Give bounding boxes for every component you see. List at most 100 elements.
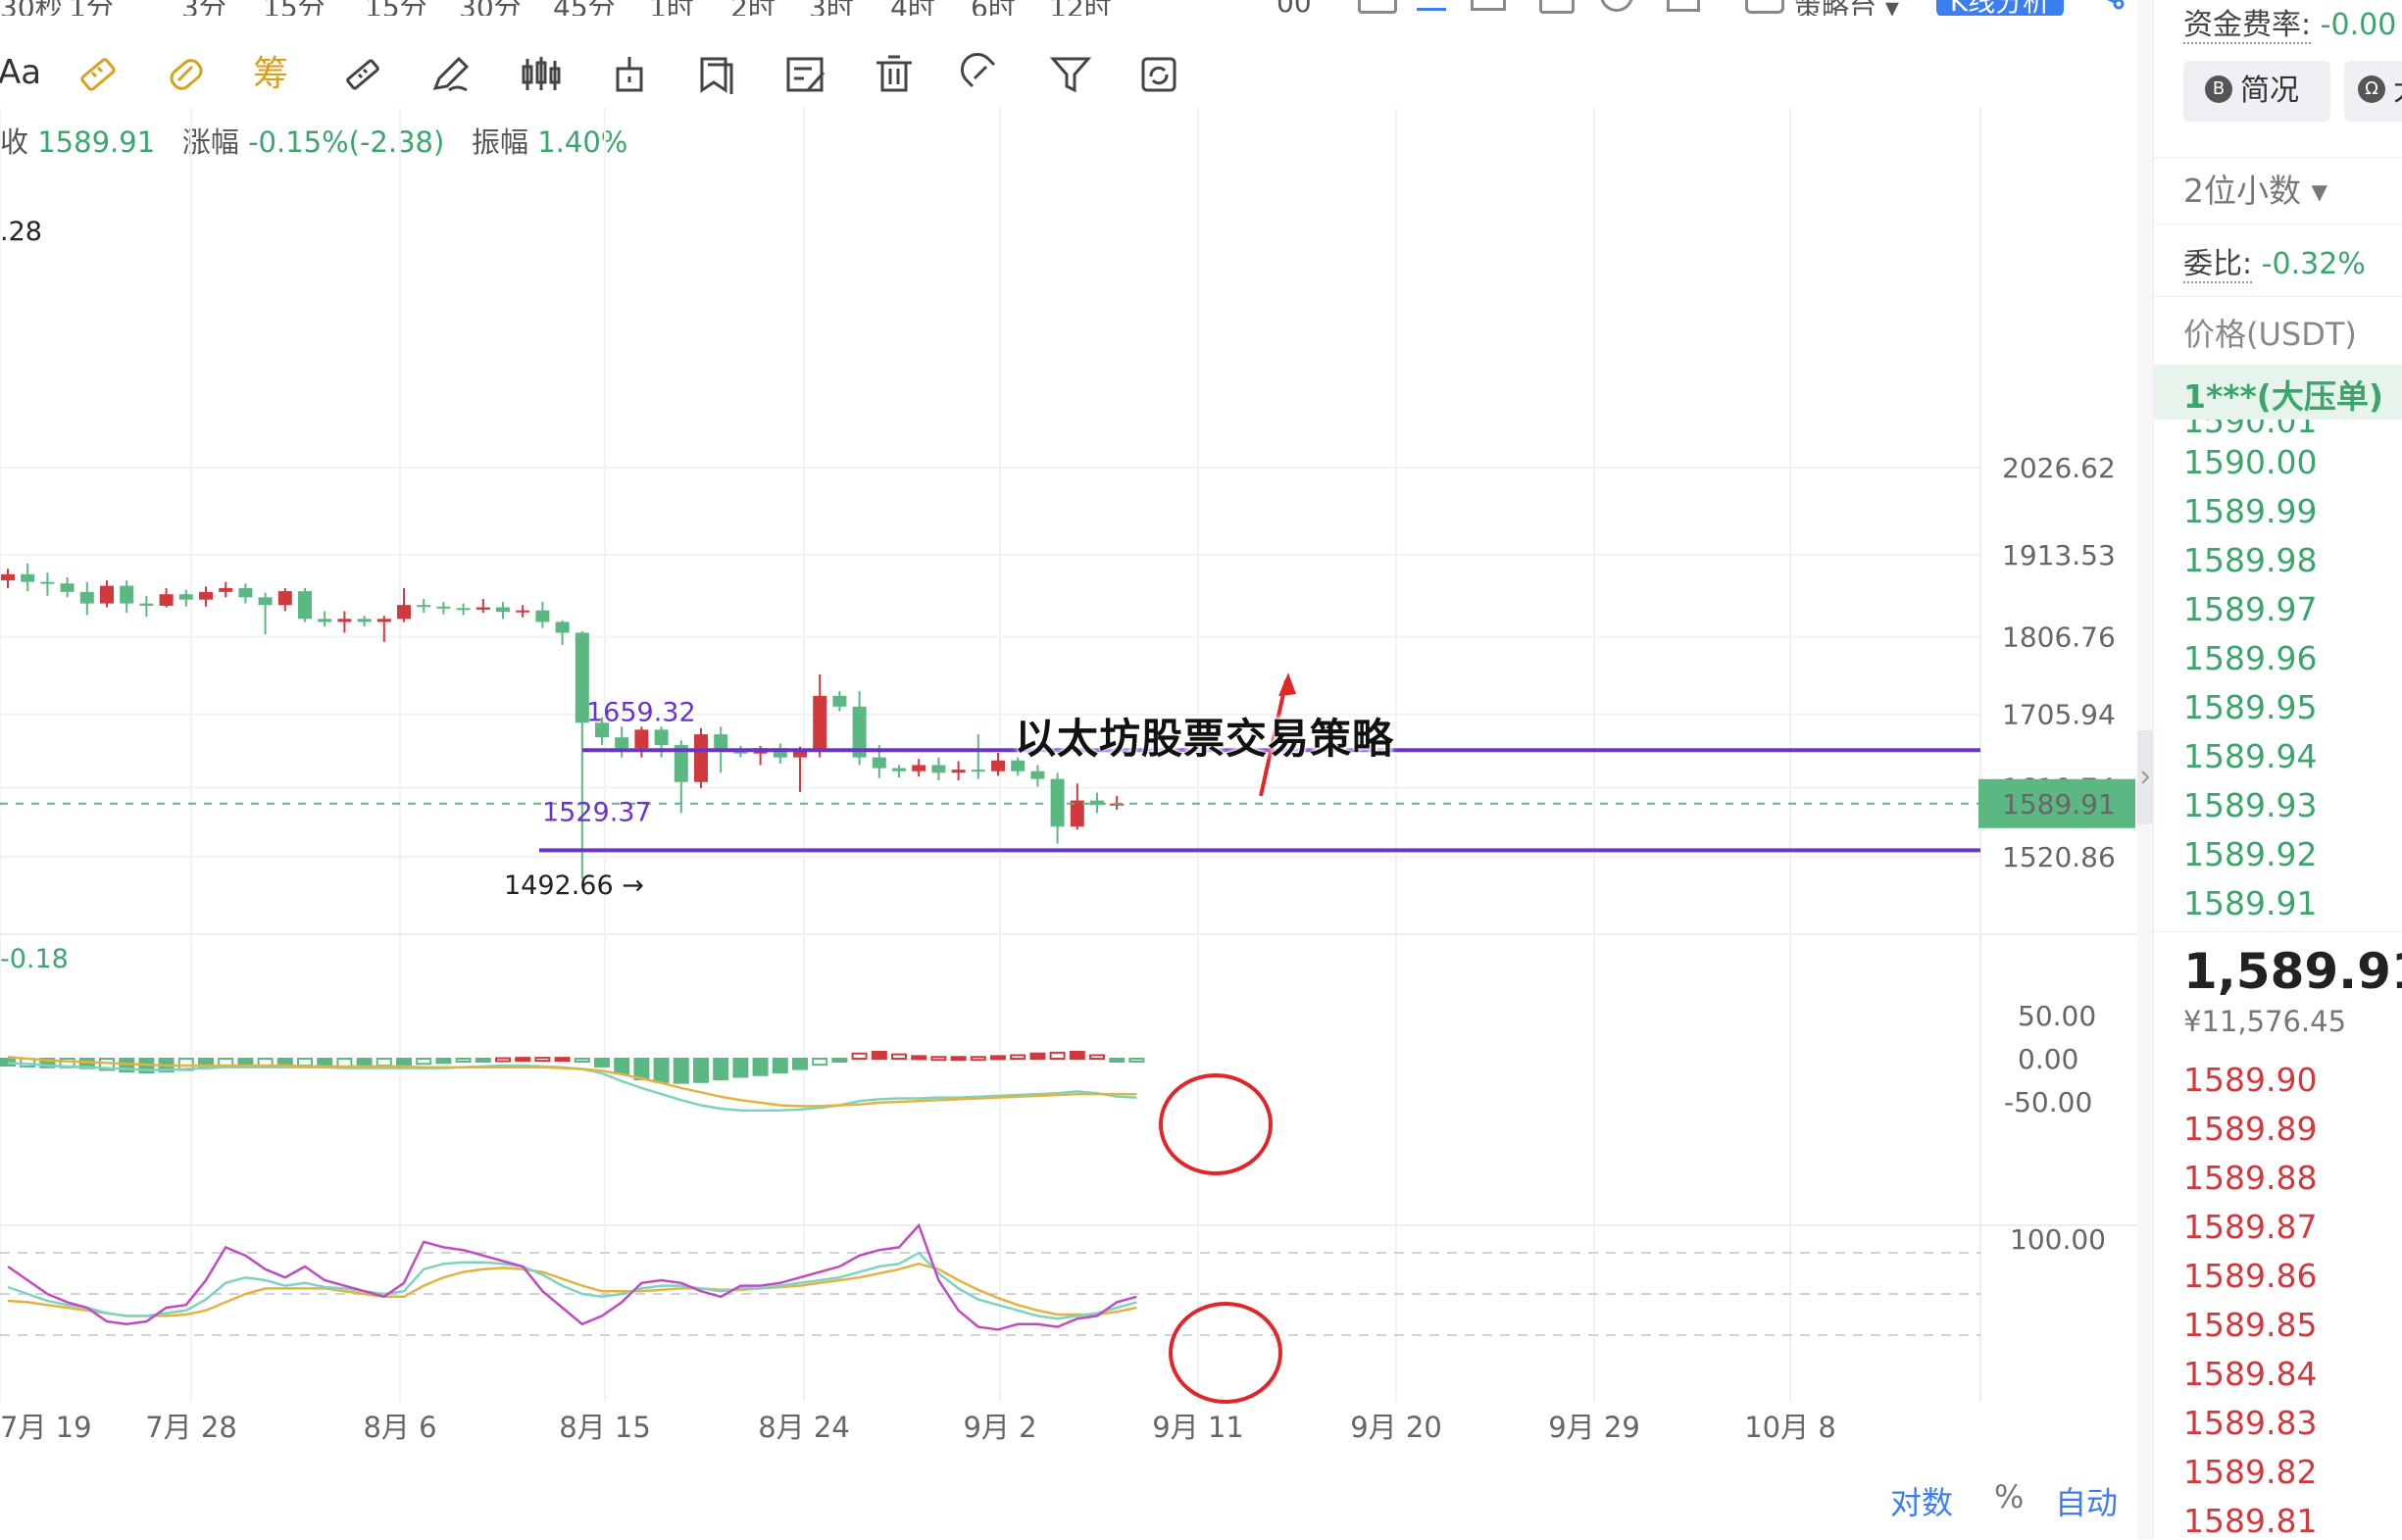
filter-icon[interactable] (1047, 51, 1094, 98)
ask-row[interactable]: 1590.00 (2183, 443, 2318, 481)
interval-30s[interactable]: 30秒 (0, 0, 63, 16)
last-price-cny: ¥11,576.45 (2183, 1005, 2347, 1038)
bid-row[interactable]: 1589.85 (2183, 1306, 2318, 1344)
bid-row[interactable]: 1589.82 (2183, 1453, 2318, 1491)
fullscreen-icon[interactable] (1667, 0, 1700, 12)
screenshot-icon[interactable] (1358, 0, 1397, 14)
collapse-handle[interactable] (2137, 730, 2153, 824)
kline-analysis-button[interactable]: K线分析 (1936, 0, 2064, 16)
macd-pane: -0.18 (0, 944, 1145, 1113)
trash-icon[interactable] (871, 51, 918, 98)
tab-overview-label: 简况 (2240, 74, 2299, 108)
candle-body (892, 768, 906, 771)
ask-row[interactable]: 1589.96 (2183, 639, 2318, 677)
candle-body (1011, 760, 1026, 771)
levels[interactable]: 1659.32 1529.37 1492.66 → .28 (0, 217, 1980, 901)
magnet-icon[interactable] (959, 51, 1006, 98)
interval-6h[interactable]: 6时 (971, 0, 1016, 16)
bid-row[interactable]: 1589.90 (2183, 1061, 2318, 1099)
tab-overview[interactable]: B 简况 (2183, 61, 2330, 122)
bid-row[interactable]: 1589.87 (2183, 1208, 2318, 1246)
watermark-title: 以太坊股票交易策略 (1015, 715, 1395, 763)
ask-row[interactable]: 1589.95 (2183, 688, 2318, 726)
share-icon[interactable] (2093, 0, 2125, 12)
interval-15m[interactable]: 15分 (263, 0, 325, 16)
interval-30m[interactable]: 30分 (459, 0, 522, 16)
strategy-menu[interactable]: 策略台 ▾ (1794, 0, 1899, 16)
second-tab-icon: Ω (2358, 75, 2385, 103)
pen-icon[interactable] (427, 51, 475, 98)
order-book-panel: 资金费率: -0.00 B 简况 Ω大 2位小数 ▾ 委比: -0.32% 价格(… (2153, 0, 2402, 1540)
interval-4h[interactable]: 4时 (890, 0, 935, 16)
lock-icon[interactable] (606, 51, 653, 98)
candle-body (100, 585, 114, 604)
price-tag[interactable] (1978, 778, 2135, 828)
interval-2h[interactable]: 2时 (730, 0, 776, 16)
text-tool[interactable]: Aa (0, 53, 42, 92)
interval-3m[interactable]: 3分 (181, 0, 226, 16)
bookmark-icon[interactable] (694, 51, 741, 98)
ask-row[interactable]: 1589.97 (2183, 590, 2318, 628)
strategy-icon[interactable] (1745, 0, 1784, 14)
order-ratio-label: 委比: (2183, 247, 2253, 283)
ask-row[interactable]: 1589.98 (2183, 541, 2318, 579)
change-value: -0.15%(-2.38) (248, 125, 445, 159)
interval-3h[interactable]: 3时 (809, 0, 854, 16)
sync-icon[interactable] (1135, 51, 1182, 98)
bid-row[interactable]: 1589.88 (2183, 1159, 2318, 1197)
ask-row[interactable]: 1589.92 (2183, 835, 2318, 873)
interval-1h[interactable]: 1时 (649, 0, 694, 16)
macd-bar (1109, 1058, 1126, 1063)
candle-body (931, 765, 946, 773)
ask-row[interactable]: 1589.93 (2183, 786, 2318, 824)
edit-list-icon[interactable] (782, 51, 829, 98)
candle-body (733, 751, 748, 754)
candle-body (852, 706, 867, 758)
date-tick: 7月 19 (0, 1411, 92, 1444)
ruler-yellow-icon[interactable] (75, 51, 122, 98)
macd-circle-annotation (1159, 1073, 1273, 1175)
funding-rate-label: 资金费率: (2183, 8, 2312, 44)
interval-45m[interactable]: 45分 (553, 0, 616, 16)
kdj-j-line (7, 1222, 1137, 1331)
close-value: 1589.91 (37, 125, 156, 159)
interval-1m[interactable]: 1分 (69, 0, 114, 16)
candle-body (60, 583, 75, 592)
kline-chart[interactable]: 1659.32 1529.37 1492.66 → .28 -0.18 2026.62… (0, 108, 2137, 1461)
kdj-tick: 100.00 (2010, 1223, 2106, 1256)
ask-row[interactable]: 1589.94 (2183, 737, 2318, 775)
indicator-icon[interactable] (1471, 0, 1506, 11)
big-order-row[interactable]: 1***(大压单) (2154, 365, 2402, 420)
bid-row[interactable]: 1589.86 (2183, 1257, 2318, 1295)
ask-row[interactable]: 1589.99 (2183, 492, 2318, 530)
bid-row[interactable]: 1589.84 (2183, 1355, 2318, 1393)
macd-bar (534, 1057, 551, 1063)
date-tick: 9月 29 (1548, 1411, 1640, 1444)
log-scale-button[interactable]: 对数 (1890, 1484, 1954, 1521)
toolbar-value[interactable]: 00 (1276, 0, 1312, 16)
bid-row[interactable]: 1589.89 (2183, 1110, 2318, 1148)
percent-scale-button[interactable]: % (1994, 1478, 2025, 1515)
decimal-select[interactable]: 2位小数 ▾ (2183, 172, 2328, 210)
price-column-header: 价格(USDT) (2183, 316, 2357, 353)
macd-bar (375, 1058, 392, 1068)
chips-tool[interactable]: 筹 (253, 54, 289, 94)
interval-12h[interactable]: 12时 (1049, 0, 1112, 16)
candle-tool-icon[interactable] (518, 51, 565, 98)
ruler-icon[interactable] (339, 51, 386, 98)
tab-second[interactable]: Ω大 (2344, 61, 2402, 122)
bid-row[interactable]: 1589.83 (2183, 1404, 2318, 1442)
settings-icon[interactable] (1600, 0, 1633, 12)
ask-row[interactable]: 1589.91 (2183, 884, 2318, 922)
auto-scale-button[interactable]: 自动 (2055, 1484, 2119, 1521)
bid-row[interactable]: 1589.81 (2183, 1502, 2318, 1540)
panel-divider[interactable] (2137, 0, 2153, 1539)
camera-icon[interactable] (1539, 0, 1575, 14)
candle-body (516, 610, 530, 613)
magnet-yellow-icon[interactable] (163, 51, 210, 98)
candle-body (872, 757, 886, 769)
draw-icon[interactable] (1417, 0, 1446, 11)
macd-dif-line (7, 1062, 1137, 1113)
interval-15m-b[interactable]: 15分 (365, 0, 427, 16)
macd-bar (772, 1058, 788, 1074)
